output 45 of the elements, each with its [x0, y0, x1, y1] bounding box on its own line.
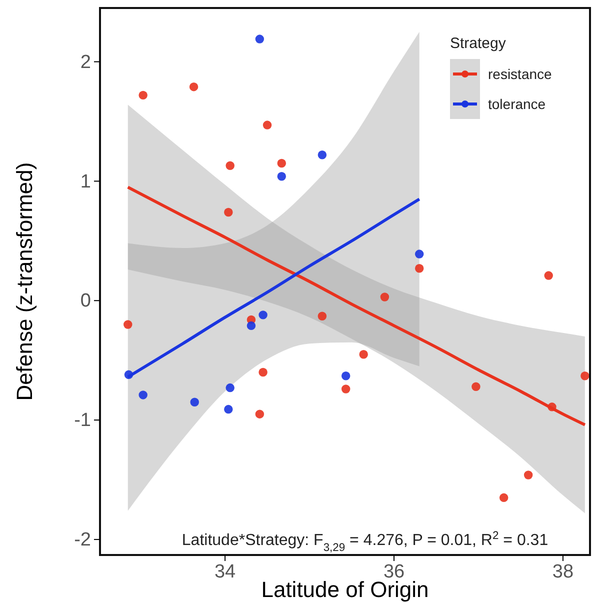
point [226, 383, 234, 392]
legend-label: tolerance [488, 96, 546, 112]
point [544, 271, 553, 280]
y-tick-label: -2 [74, 530, 91, 551]
legend-title: Strategy [450, 35, 506, 52]
legend-label: resistance [488, 66, 552, 82]
point [258, 310, 268, 320]
point [262, 120, 272, 130]
point [138, 390, 148, 400]
point [255, 410, 264, 418]
point [246, 321, 256, 330]
point [255, 34, 264, 44]
point [341, 371, 350, 380]
y-tick-label: 0 [80, 290, 91, 312]
point [318, 312, 327, 320]
point [258, 368, 268, 377]
point [190, 398, 199, 406]
point [359, 350, 368, 359]
point [224, 208, 233, 217]
line-series [126, 186, 586, 426]
point [277, 172, 286, 181]
point [124, 320, 132, 329]
x-tick-label: 34 [214, 561, 236, 582]
point [277, 158, 286, 168]
point [318, 150, 327, 160]
point [189, 82, 198, 92]
point [548, 402, 556, 412]
y-tick-label: 2 [80, 52, 91, 73]
point [472, 382, 480, 391]
point [380, 292, 390, 302]
point [224, 404, 233, 414]
y-tick-label: 1 [80, 171, 91, 192]
point [580, 371, 590, 380]
point [124, 370, 134, 380]
y-tick-label: -1 [74, 410, 91, 432]
point [499, 493, 508, 502]
point [226, 161, 234, 170]
point [414, 250, 424, 258]
point [138, 90, 148, 100]
point [341, 384, 350, 394]
x-tick-label: 38 [552, 561, 574, 582]
y-axis-title: Defense (z-transformed) [12, 162, 37, 401]
point [414, 264, 424, 273]
annotation: Latitude*Strategy: F$_{3,29}$ = 4.276, P = 0.01, R$^{2}$ = 0.31 [182, 530, 548, 554]
point [524, 470, 533, 480]
